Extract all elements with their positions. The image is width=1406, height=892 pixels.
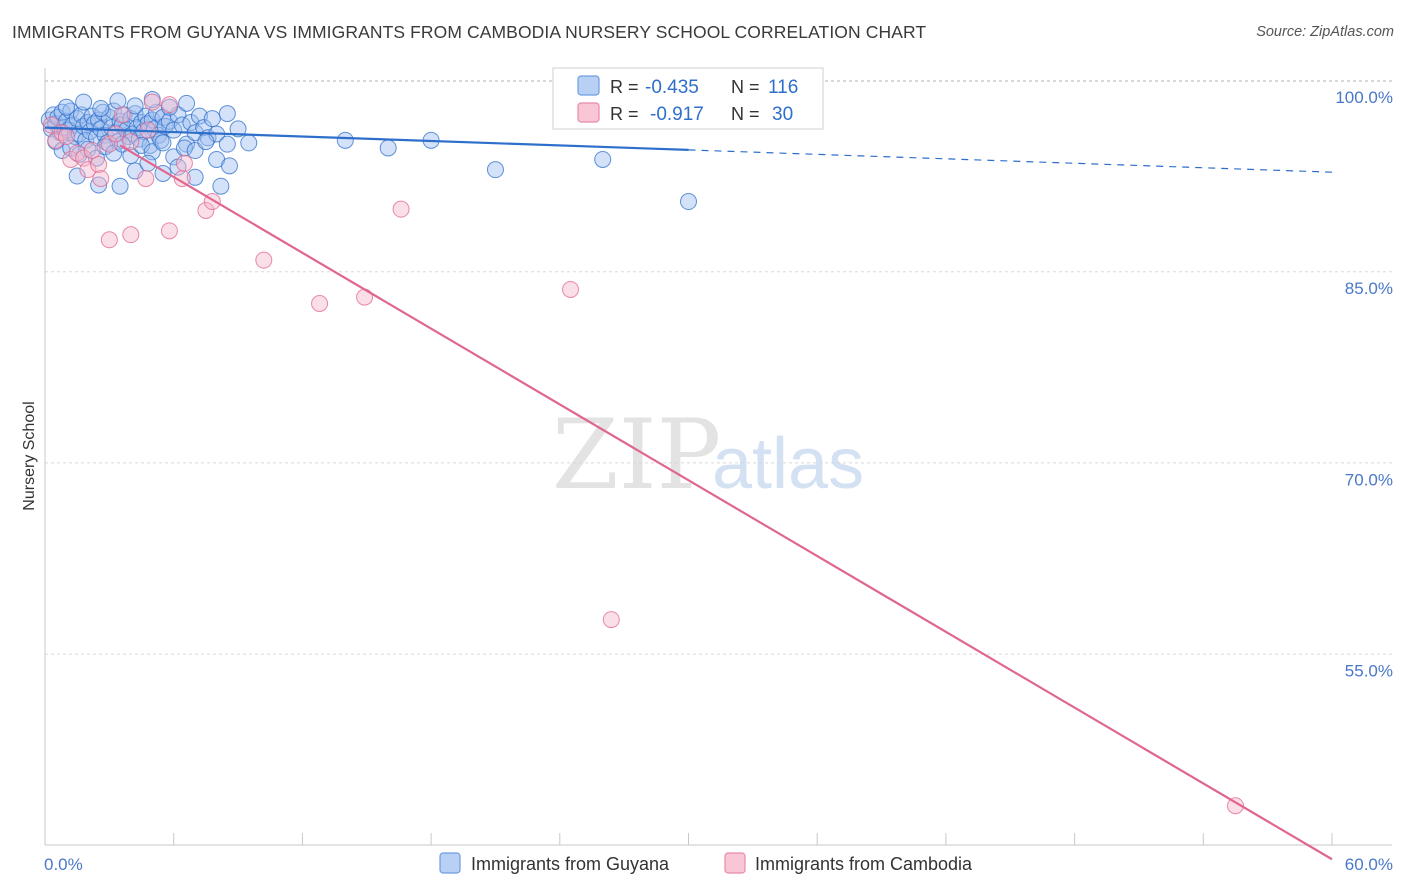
guyana-point [105, 102, 123, 120]
guyana-point [90, 176, 108, 194]
x-tick-labels: 0.0% 60.0% [44, 855, 1393, 874]
guyana-point [212, 177, 230, 195]
cambodia-point [311, 294, 329, 312]
stats-guyana-n-label: N = [731, 77, 760, 97]
guyana-point [336, 131, 354, 149]
y-tick-label: 100.0% [1335, 88, 1393, 107]
legend-guyana-label: Immigrants from Guyana [471, 854, 670, 874]
guyana-point [486, 161, 504, 179]
cambodia-trend-line [119, 144, 1333, 861]
y-tick-label: 55.0% [1345, 662, 1393, 681]
guyana-point [218, 135, 236, 153]
cambodia-point [113, 106, 131, 124]
stats-cambodia-n-value: 30 [772, 104, 793, 125]
cambodia-point [160, 222, 178, 240]
cambodia-point [255, 251, 273, 269]
guyana-point [68, 167, 86, 185]
guyana-point [197, 133, 215, 151]
stats-cambodia-n-label: N = [731, 104, 760, 124]
guyana-point [203, 110, 221, 128]
watermark: ZIP atlas [552, 399, 864, 511]
guyana-point [109, 92, 127, 110]
stats-guyana-swatch [577, 75, 600, 96]
cambodia-point [392, 200, 410, 218]
guyana-point [111, 177, 129, 195]
x-tick-label: 0.0% [44, 855, 83, 874]
guyana-point [126, 97, 144, 115]
guyana-point [178, 94, 196, 112]
guyana-point [190, 107, 208, 125]
guyana-point [92, 99, 110, 117]
cambodia-point [107, 125, 125, 143]
guyana-point [220, 157, 238, 175]
guyana-point [186, 168, 204, 186]
chart-title: IMMIGRANTS FROM GUYANA VS IMMIGRANTS FRO… [12, 22, 927, 42]
guyana-point [240, 134, 258, 152]
cambodia-point [122, 226, 140, 244]
chart-source: Source: ZipAtlas.com [1256, 24, 1394, 40]
guyana-trend-extension [688, 149, 1333, 173]
guyana-trend-line [44, 126, 689, 151]
guyana-point [379, 139, 397, 157]
cambodia-point [83, 142, 101, 160]
stats-guyana-r-label: R = [610, 77, 639, 97]
stats-cambodia-swatch [577, 102, 600, 123]
stats-guyana-r-value: -0.435 [645, 77, 699, 98]
guyana-point [154, 134, 172, 152]
cambodia-point [160, 96, 178, 114]
guyana-point [57, 98, 75, 116]
y-tick-label: 70.0% [1345, 470, 1393, 489]
guyana-point [87, 149, 105, 167]
guyana-point [75, 93, 93, 111]
guyana-point [594, 150, 612, 168]
guyana-point [182, 113, 200, 131]
legend-guyana-swatch [439, 852, 461, 874]
guyana-point [229, 120, 247, 138]
trend-lines [44, 126, 1333, 861]
gridlines [45, 80, 1392, 655]
cambodia-point [137, 170, 155, 188]
guyana-point [175, 139, 193, 157]
cambodia-point [100, 231, 118, 249]
axes [44, 68, 1392, 846]
y-tick-label: 85.0% [1345, 279, 1393, 298]
watermark-atlas: atlas [712, 424, 864, 504]
cambodia-point [143, 93, 161, 111]
legend: Immigrants from Guyana Immigrants from C… [439, 852, 973, 874]
cambodia-point [1226, 797, 1244, 815]
y-tick-labels: 55.0% 70.0% 85.0% 100.0% [1335, 88, 1393, 681]
cambodia-point [100, 135, 118, 153]
legend-cambodia-label: Immigrants from Cambodia [755, 854, 973, 874]
guyana-point [680, 193, 697, 211]
guyana-point [160, 112, 178, 130]
cambodia-point [562, 280, 580, 298]
stats-cambodia-r-value: -0.917 [650, 104, 704, 125]
cambodia-point [92, 170, 110, 188]
x-tick-label: 60.0% [1345, 855, 1393, 874]
y-axis-title: Nursery School [21, 401, 38, 510]
cambodia-point [57, 128, 75, 146]
cambodia-point [197, 201, 215, 219]
stats-guyana-n-value: 116 [768, 77, 798, 98]
guyana-point [133, 136, 151, 154]
guyana-point [218, 105, 236, 123]
cambodia-point [90, 156, 108, 174]
stats-box: R = -0.435 N = 116 R = -0.917 N = 30 [552, 67, 824, 130]
stats-cambodia-r-label: R = [610, 104, 639, 124]
cambodia-point [122, 133, 140, 151]
legend-cambodia-swatch [724, 852, 746, 874]
cambodia-point [175, 154, 193, 172]
cambodia-point [602, 611, 620, 629]
guyana-point [105, 144, 123, 162]
cambodia-point [79, 161, 97, 179]
cambodia-point [62, 150, 80, 168]
